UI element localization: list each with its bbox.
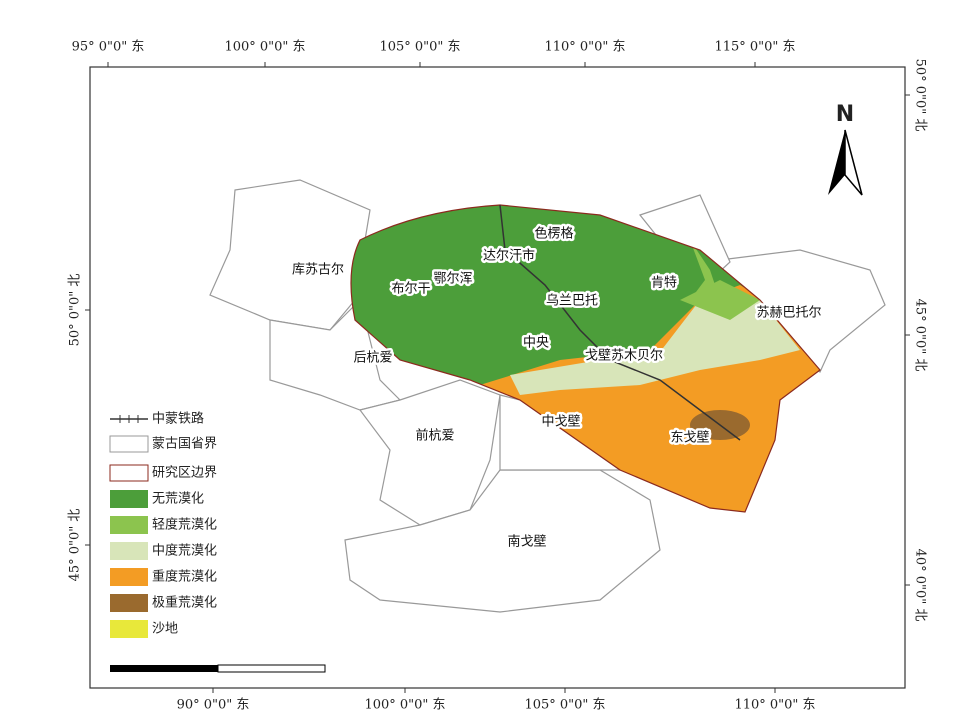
- north-label: N: [836, 102, 854, 127]
- place-label: 布尔干: [391, 282, 430, 297]
- legend-label: 沙地: [152, 622, 178, 637]
- scale-bar: [110, 664, 326, 673]
- place-label: 鄂尔浑: [433, 272, 472, 287]
- top-coordinate: 100° 0"0" 东: [224, 40, 305, 55]
- legend-label: 中度荒漠化: [152, 543, 217, 559]
- graticule-labels: 95° 0"0" 东 100° 0"0" 东 105° 0"0" 东 110° …: [68, 40, 928, 713]
- place-label: 达尔汗市: [483, 248, 535, 264]
- place-label: 色楞格: [534, 226, 573, 242]
- place-label: 东戈壁: [670, 431, 709, 446]
- place-label: 戈壁苏木贝尔: [585, 348, 663, 364]
- legend-label: 重度荒漠化: [152, 569, 217, 585]
- place-label: 乌兰巴托: [546, 293, 598, 309]
- top-coordinate: 105° 0"0" 东: [379, 40, 460, 55]
- bottom-coordinate: 90° 0"0" 东: [177, 698, 250, 713]
- top-coordinate: 110° 0"0" 东: [544, 40, 625, 55]
- left-coordinate: 50° 0"0" 北: [68, 274, 83, 347]
- top-coordinate: 95° 0"0" 东: [72, 40, 145, 55]
- legend-label: 极重荒漠化: [152, 595, 217, 611]
- legend-label: 研究区边界: [152, 466, 217, 481]
- right-coordinate: 45° 0"0" 北: [913, 299, 928, 372]
- legend-label: 蒙古国省界: [152, 437, 217, 452]
- right-coordinate: 40° 0"0" 北: [913, 549, 928, 622]
- place-label: 苏赫巴托尔: [756, 305, 821, 321]
- place-label: 前杭爱: [415, 428, 454, 444]
- railway: [499, 204, 741, 441]
- place-label: 中央: [523, 336, 549, 351]
- right-coordinate: 50° 0"0" 北: [913, 59, 928, 132]
- left-coordinate: 45° 0"0" 北: [68, 509, 83, 582]
- study-area-boundary: [350, 204, 821, 513]
- place-label: 南戈壁: [507, 534, 546, 550]
- place-labels: 库苏古尔 布尔干 鄂尔浑 达尔汗市 色楞格 肯特 乌兰巴托 中央 戈壁苏木贝尔 …: [289, 223, 824, 552]
- place-label: 中戈壁: [541, 415, 580, 430]
- legend-label: 无荒漠化: [152, 492, 204, 507]
- bottom-coordinate: 110° 0"0" 东: [734, 698, 815, 713]
- place-label: 库苏古尔: [292, 262, 344, 278]
- bottom-coordinate: 100° 0"0" 东: [364, 698, 445, 713]
- bottom-coordinate: 105° 0"0" 东: [524, 698, 605, 713]
- legend-label: 轻度荒漠化: [152, 517, 217, 533]
- top-coordinate: 115° 0"0" 东: [714, 40, 795, 55]
- north-arrow: N: [828, 102, 863, 196]
- place-label: 肯特: [651, 276, 677, 291]
- legend-label: 中蒙铁路: [152, 411, 204, 427]
- legend: 中蒙铁路 蒙古国省界 研究区边界 无荒漠化 轻度荒漠化 中度荒漠化 重度荒漠化 …: [109, 411, 217, 638]
- place-label: 后杭爱: [353, 351, 392, 366]
